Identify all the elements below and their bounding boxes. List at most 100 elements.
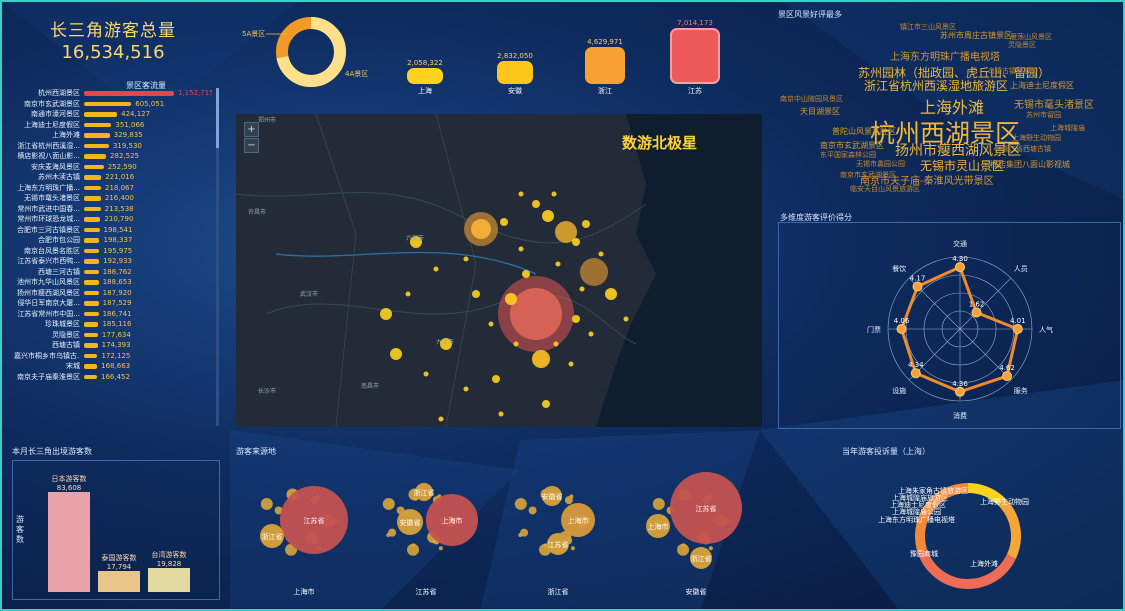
row-bar: [84, 290, 99, 295]
scenic-flow-row[interactable]: 南京市玄武湖景区 605,051: [14, 99, 212, 110]
complaints-ring-segment: [997, 497, 1021, 559]
wordcloud-word: 雁荡山风景区: [1010, 33, 1052, 41]
scenic-flow-row[interactable]: 常州市环球恐龙城... 210,790: [14, 214, 212, 225]
scenic-flow-row[interactable]: 西塘三河古镇 188,762: [14, 267, 212, 278]
row-value: 213,538: [104, 204, 134, 213]
row-name: 南京市玄武湖景区: [24, 99, 80, 108]
sea-area: [596, 114, 762, 427]
row-name: 横店影视八面山影...: [17, 152, 80, 160]
scenic-flow-row[interactable]: 扬州市瘦西湖风景区 187,920: [14, 288, 212, 299]
row-value: 282,525: [110, 152, 139, 160]
row-bar: [84, 332, 98, 337]
scenic-flow-row[interactable]: 灵隐景区 177,634: [14, 330, 212, 341]
scenic-flow-row[interactable]: 杭州西湖景区 1,152,715: [14, 88, 212, 99]
source-third-label: 江苏省: [548, 540, 569, 549]
province-bar-value: 2,832,050: [497, 52, 533, 61]
row-value: 177,634: [101, 330, 131, 339]
scenic-flow-row[interactable]: 合肥市包公园 198,337: [14, 235, 212, 246]
row-name: 灵隐景区: [52, 330, 80, 339]
row-value: 605,051: [135, 99, 165, 108]
scenic-flow-row[interactable]: 上海外滩 329,835: [14, 130, 212, 141]
radar-title: 多维度游客评价得分: [780, 213, 852, 222]
radar-point: [896, 324, 907, 334]
source-group-label: 上海市: [294, 587, 315, 596]
scenic-flow-row[interactable]: 安庆麦海风景区 252,590: [14, 162, 212, 173]
row-name: 上海外滩: [52, 131, 80, 139]
scenic-flow-row[interactable]: 西塘古镇 174,393: [14, 340, 212, 351]
map-zoom-in-button[interactable]: +: [244, 122, 259, 137]
row-name: 合肥市包公园: [38, 236, 80, 244]
radar-point: [955, 386, 965, 397]
map-dot: [568, 361, 574, 367]
scenic-flow-row[interactable]: 南京台风景名胜区 195,975: [14, 246, 212, 257]
scenic-flow-row[interactable]: 苏州木渎古镇 221,016: [14, 172, 212, 183]
province-bar-value: 4,629,971: [587, 38, 623, 47]
wordcloud-word: 杭州西湖景区: [870, 119, 1021, 148]
radar-point: [1012, 324, 1023, 334]
scenic-flow-scrollbar[interactable]: [216, 88, 219, 426]
map-dot: [579, 286, 585, 292]
scenic-flow-row[interactable]: 嘉兴市桐乡市乌镇古... 172,125: [14, 351, 212, 362]
scenic-flow-list[interactable]: 杭州西湖景区 1,152,715 南京市玄武湖景区 605,051 南通市濠河景区 424…: [14, 88, 212, 426]
radar-value-label: 4.30: [952, 255, 968, 263]
row-name: 安庆麦海风景区: [31, 162, 80, 171]
scenic-flow-row[interactable]: 池州市九华山风景区 188,653: [14, 277, 212, 288]
scenic-flow-row[interactable]: 宋城 168,663: [14, 361, 212, 372]
scenic-flow-row[interactable]: 侵华日军南京大屠... 187,529: [14, 298, 212, 309]
scenic-flow-row[interactable]: 常州市武进中国春... 213,538: [14, 204, 212, 215]
row-value: 424,127: [121, 110, 151, 118]
source-small-bubble: [708, 546, 713, 551]
source-third-label: 浙江省: [414, 488, 435, 497]
complaints-label: 上海城隍庙公园: [892, 507, 941, 516]
row-bar: [84, 164, 104, 169]
scenic-flow-row[interactable]: 横店影视八面山影... 282,525: [14, 151, 212, 162]
map-zoom-out-button[interactable]: −: [244, 138, 259, 153]
complaints-label: 上海野生动物园: [980, 497, 1029, 506]
source-third-bubble: [547, 533, 569, 555]
radar-axis-label: 人气: [1039, 325, 1053, 334]
wordcloud-word: 苏州市周庄古镇景区: [940, 31, 1012, 40]
wordcloud-word: 南京市玄武湖景区: [840, 171, 896, 179]
province-bar-value: 2,058,322: [407, 58, 443, 67]
source-main-bubble: [561, 503, 595, 537]
row-bar: [84, 185, 102, 190]
scenic-flow-row[interactable]: 上海东方明珠广播... 218,067: [14, 183, 212, 194]
source-main-label: 江苏省: [304, 516, 325, 525]
scenic-flow-row[interactable]: 浙江省杭州西溪湿... 319,530: [14, 141, 212, 152]
radar-axis: [959, 277, 1012, 330]
scenic-flow-row[interactable]: 珍珠城景区 185,116: [14, 319, 212, 330]
scenic-flow-row[interactable]: 南通市濠河景区 424,127: [14, 109, 212, 120]
row-value: 188,653: [102, 278, 132, 286]
row-bar: [84, 301, 99, 306]
map-hotspot: [555, 221, 577, 243]
row-name: 西塘三河古镇: [38, 267, 80, 276]
map-dot: [572, 238, 580, 246]
wordcloud-word: 南京中山陵园风景区: [780, 95, 843, 103]
map-dot: [553, 341, 559, 347]
map-city-label: 南昌市: [361, 382, 379, 390]
scenic-flow-row[interactable]: 江苏省泰兴市西鸭... 192,933: [14, 256, 212, 267]
row-name: 常州市环球恐龙城...: [17, 215, 80, 223]
scenic-flow-row[interactable]: 合肥市三河古镇景区 198,541: [14, 225, 212, 236]
map-dot: [498, 411, 504, 417]
map-dot: [433, 266, 439, 272]
province-bar-chart: 2,058,322 上海 2,832,050 安徽 4,629,971 浙江 7,014,1…: [400, 18, 760, 98]
foreign-bar: [148, 568, 190, 592]
radar-point: [912, 281, 923, 292]
wordcloud-word: 无锡市蠡园公园: [856, 160, 905, 168]
scenic-flow-row[interactable]: 无锡市鼋头渚景区 216,400: [14, 193, 212, 204]
map-panel[interactable]: 郑州市 许昌市 武汉市 长沙市 南昌市 九江市 六安市 + −: [236, 114, 762, 427]
wordcloud-word: 无锡市鼋头渚景区: [1014, 100, 1094, 111]
map-dot: [505, 293, 517, 305]
map-dot: [518, 191, 524, 197]
map-city-label: 六安市: [406, 234, 424, 242]
scenic-flow-row[interactable]: 南京夫子庙秦淮景区 166,452: [14, 372, 212, 383]
scrollbar-thumb[interactable]: [216, 88, 219, 148]
scenic-flow-row[interactable]: 江苏省常州市中国... 186,741: [14, 309, 212, 320]
row-bar: [84, 133, 110, 138]
scenic-flow-row[interactable]: 上海迪士尼度假区 351,066: [14, 120, 212, 131]
map-dot: [542, 400, 550, 408]
source-second-bubble: [397, 509, 423, 535]
source-third-bubble: [690, 547, 712, 569]
